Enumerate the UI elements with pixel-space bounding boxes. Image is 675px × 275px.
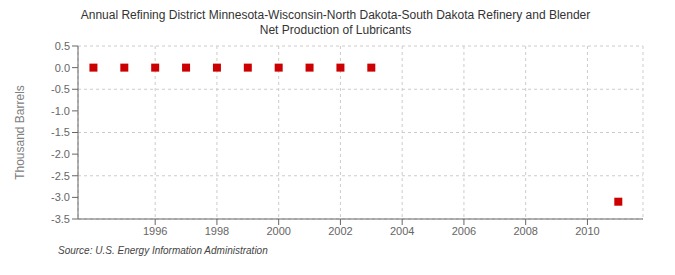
svg-text:-2.0: -2.0	[51, 148, 70, 160]
svg-text:-0.5: -0.5	[51, 83, 70, 95]
svg-text:0.0: 0.0	[55, 62, 70, 74]
html-text:Annual Refining District Minne: Annual Refining District Minnesota-Wisco…	[80, 8, 591, 22]
svg-text:0.5: 0.5	[55, 40, 70, 52]
svg-text:1996: 1996	[143, 225, 167, 237]
svg-text:-1.0: -1.0	[51, 105, 70, 117]
svg-text:2000: 2000	[266, 225, 290, 237]
svg-text:2010: 2010	[575, 225, 599, 237]
html-text:Source: U.S. Energy Informatio: Source: U.S. Energy Information Administ…	[58, 245, 268, 256]
svg-text:1998: 1998	[205, 225, 229, 237]
svg-text:-3.5: -3.5	[51, 213, 70, 225]
svg-text:2008: 2008	[513, 225, 537, 237]
svg-text:Thousand Barrels: Thousand Barrels	[13, 85, 27, 180]
svg-text:-1.5: -1.5	[51, 126, 70, 138]
svg-text:2002: 2002	[328, 225, 352, 237]
svg-text:-2.5: -2.5	[51, 170, 70, 182]
html-text:Net Production of Lubricants: Net Production of Lubricants	[259, 23, 412, 37]
svg-text:2004: 2004	[390, 225, 414, 237]
svg-text:-3.0: -3.0	[51, 191, 70, 203]
svg-text:2006: 2006	[452, 225, 476, 237]
